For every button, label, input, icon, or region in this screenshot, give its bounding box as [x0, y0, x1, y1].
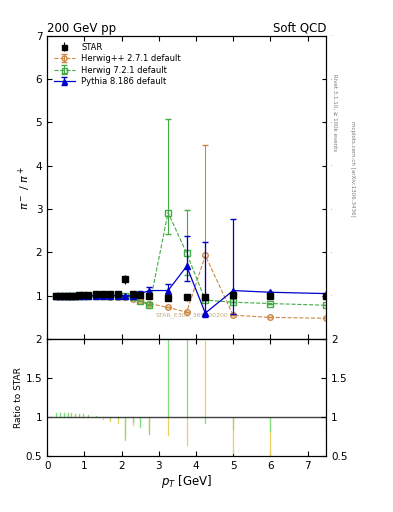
Legend: STAR, Herwig++ 2.7.1 default, Herwig 7.2.1 default, Pythia 8.186 default: STAR, Herwig++ 2.7.1 default, Herwig 7.2…	[51, 40, 184, 89]
Y-axis label: $\pi^-$ / $\pi^+$: $\pi^-$ / $\pi^+$	[17, 165, 33, 209]
X-axis label: $p_T$ [GeV]: $p_T$ [GeV]	[161, 473, 212, 490]
Text: 200 GeV pp: 200 GeV pp	[47, 22, 116, 35]
Text: STAR_E306_365500200: STAR_E306_365500200	[156, 312, 229, 317]
Text: Rivet 3.1.10, ≥ 100k events: Rivet 3.1.10, ≥ 100k events	[332, 74, 337, 151]
Y-axis label: Ratio to STAR: Ratio to STAR	[14, 367, 23, 428]
Text: Soft QCD: Soft QCD	[273, 22, 326, 35]
Text: mcplots.cern.ch [arXiv:1306.3436]: mcplots.cern.ch [arXiv:1306.3436]	[350, 121, 355, 217]
